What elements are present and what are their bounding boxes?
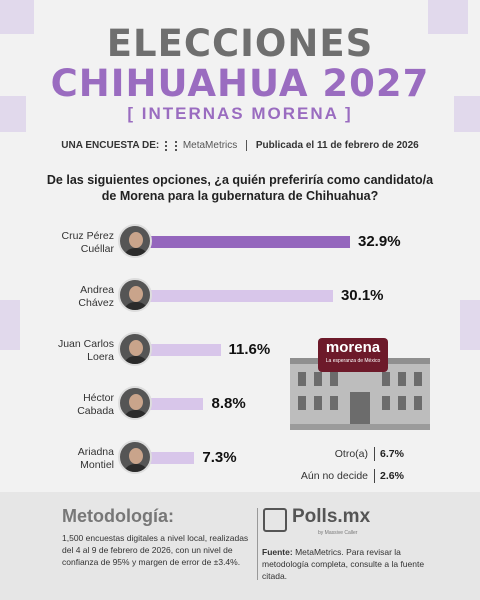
candidate-name: Andrea Chávez <box>28 284 114 310</box>
methodology-text: 1,500 encuestas digitales a nivel local,… <box>62 533 249 567</box>
title-line1: ELECCIONES <box>106 22 374 65</box>
candidate-name: Juan Carlos Loera <box>28 338 114 364</box>
candidate-photo <box>118 386 152 420</box>
title-line2: CHIHUAHUA 2027 <box>50 62 430 105</box>
byline-prefix: UNA ENCUESTA DE: <box>61 140 160 152</box>
bar-value-label: 11.6% <box>228 341 271 358</box>
decor-square <box>460 300 480 350</box>
morena-logo-text: morena <box>325 339 381 356</box>
byline-date: Publicada el 11 de febrero de 2026 <box>255 140 419 152</box>
decor-square <box>428 0 468 34</box>
candidate-name-line: Montiel <box>80 459 114 471</box>
candidate-name-line: Loera <box>87 351 114 363</box>
bar-value-label: 30.1% <box>340 287 384 304</box>
footer-divider <box>257 508 258 580</box>
undecided-label: Aún no decide <box>300 470 368 482</box>
bar <box>150 452 195 464</box>
polls-logo-sub: by Massive Caller <box>318 530 358 536</box>
source-text: MetaMetrics. Para revisar la metodología… <box>262 547 425 581</box>
footer-panel <box>0 492 480 600</box>
bar <box>150 290 333 302</box>
candidate-name-line: Cabada <box>77 405 114 417</box>
bar-value-label: 8.8% <box>211 395 246 412</box>
candidate-photo <box>118 440 152 474</box>
undecided-value: 2.6% <box>380 470 404 482</box>
candidate-name: Héctor Cabada <box>28 392 114 418</box>
subtitle: [ INTERNAS MORENA ] <box>127 104 353 123</box>
candidate-photo <box>118 332 152 366</box>
byline-brand: MetaMetrics <box>182 140 238 152</box>
bar <box>150 344 221 356</box>
other-separator <box>374 447 375 461</box>
source-note: Fuente: MetaMetrics. Para revisar la met… <box>262 546 432 582</box>
polls-logo: Polls.mx <box>292 506 371 527</box>
bar <box>150 236 350 248</box>
candidate-name-line: Chávez <box>78 297 114 309</box>
source-label: Fuente: <box>262 547 293 557</box>
candidate-name: Ariadna Montiel <box>28 446 114 472</box>
bar <box>150 398 204 410</box>
metametrics-icon <box>165 140 178 151</box>
bar-value-label: 7.3% <box>202 449 237 466</box>
undecided-separator <box>374 469 375 483</box>
decor-square <box>0 96 26 132</box>
morena-logo: morena La esperanza de México <box>318 338 388 372</box>
bar-value-label: 32.9% <box>358 233 401 250</box>
candidate-name-line: Cuéllar <box>80 243 114 255</box>
byline: UNA ENCUESTA DE: MetaMetrics Publicada e… <box>0 140 480 151</box>
other-value: 6.7% <box>380 448 404 460</box>
candidate-name-line: Cruz Pérez <box>61 230 114 242</box>
polls-chart-icon <box>263 508 287 532</box>
survey-question: De las siguientes opciones, ¿a quién pre… <box>46 173 434 203</box>
methodology-title: Metodología: <box>62 506 174 526</box>
candidate-name: Cruz Pérez Cuéllar <box>28 230 114 256</box>
candidate-name-line: Ariadna <box>77 446 114 458</box>
candidate-photo <box>118 224 152 258</box>
candidate-photo <box>118 278 152 312</box>
candidate-name-line: Juan Carlos <box>57 338 114 350</box>
candidate-name-line: Andrea <box>80 284 114 296</box>
other-label: Otro(a) <box>334 448 368 460</box>
morena-logo-tagline: La esperanza de México <box>325 358 381 364</box>
decor-square <box>0 0 34 34</box>
candidate-name-line: Héctor <box>83 392 114 404</box>
decor-square <box>454 96 480 132</box>
decor-square <box>0 300 20 350</box>
byline-separator <box>246 140 248 151</box>
